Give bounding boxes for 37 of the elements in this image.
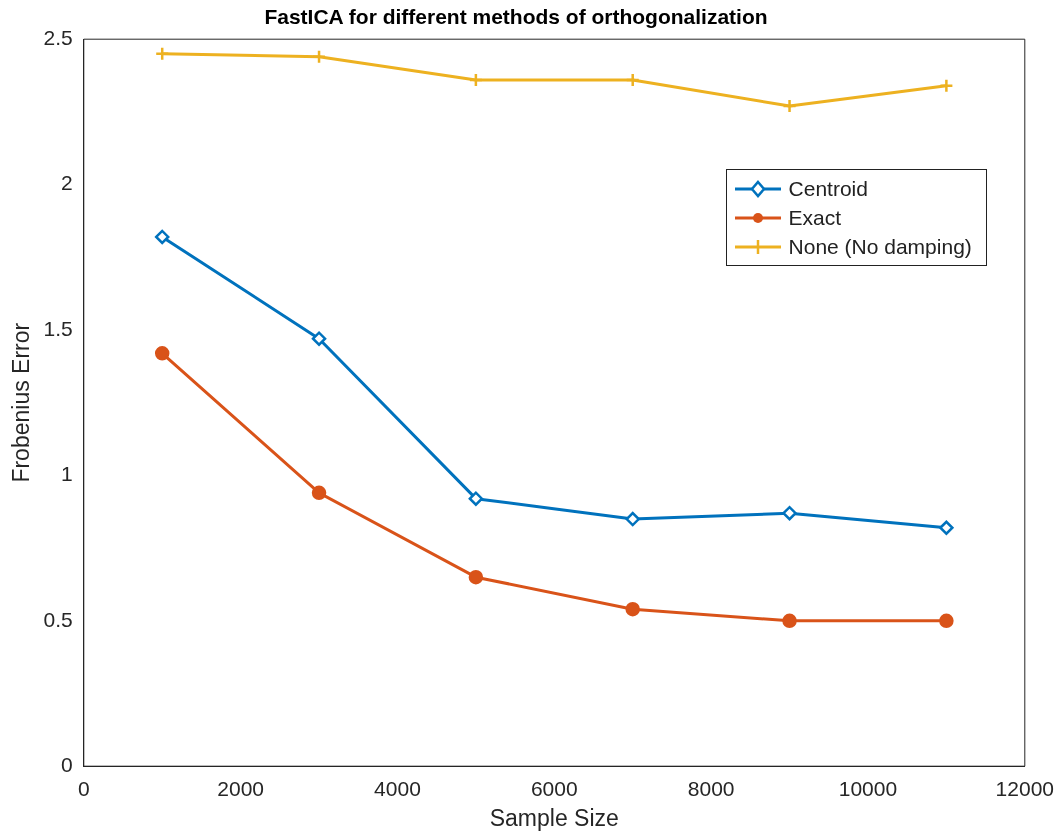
point [625, 601, 640, 617]
x-tick-label: 10000 [838, 776, 898, 800]
point [939, 613, 954, 629]
y-tick-label: 1 [61, 462, 73, 486]
point [939, 520, 954, 535]
y-axis-title: Frobenius Error [8, 322, 35, 483]
point [468, 72, 484, 88]
y-tick-label: 0 [61, 753, 73, 776]
point [154, 46, 170, 61]
y-tick-label: 0.5 [43, 607, 73, 631]
x-tick-label: 6000 [530, 776, 578, 800]
x-tick-label: 2000 [217, 776, 264, 800]
legend-label: Centroid [788, 176, 868, 203]
point [311, 485, 327, 501]
point [782, 505, 797, 521]
point [939, 78, 954, 93]
chart-title: FastICA for different methods of orthogonalization [264, 5, 768, 29]
point [468, 569, 484, 585]
point [782, 98, 797, 114]
x-tick-label: 0 [77, 776, 90, 800]
point [154, 346, 170, 361]
x-axis-title: Sample Size [489, 804, 619, 831]
point [154, 229, 170, 245]
y-tick-label: 2 [61, 171, 73, 195]
y-tick-label: 1.5 [43, 316, 73, 340]
point [625, 72, 640, 88]
point [311, 49, 327, 64]
y-tick-label: 2.5 [43, 26, 73, 49]
legend-label: Exact [788, 205, 842, 232]
point [782, 613, 797, 629]
point [468, 491, 484, 506]
point [311, 331, 327, 346]
legend-label: None (No damping) [788, 234, 972, 261]
x-tick-label: 8000 [687, 776, 735, 800]
point [625, 511, 640, 527]
x-tick-label: 4000 [374, 776, 421, 800]
x-tick-label: 12000 [995, 776, 1055, 800]
